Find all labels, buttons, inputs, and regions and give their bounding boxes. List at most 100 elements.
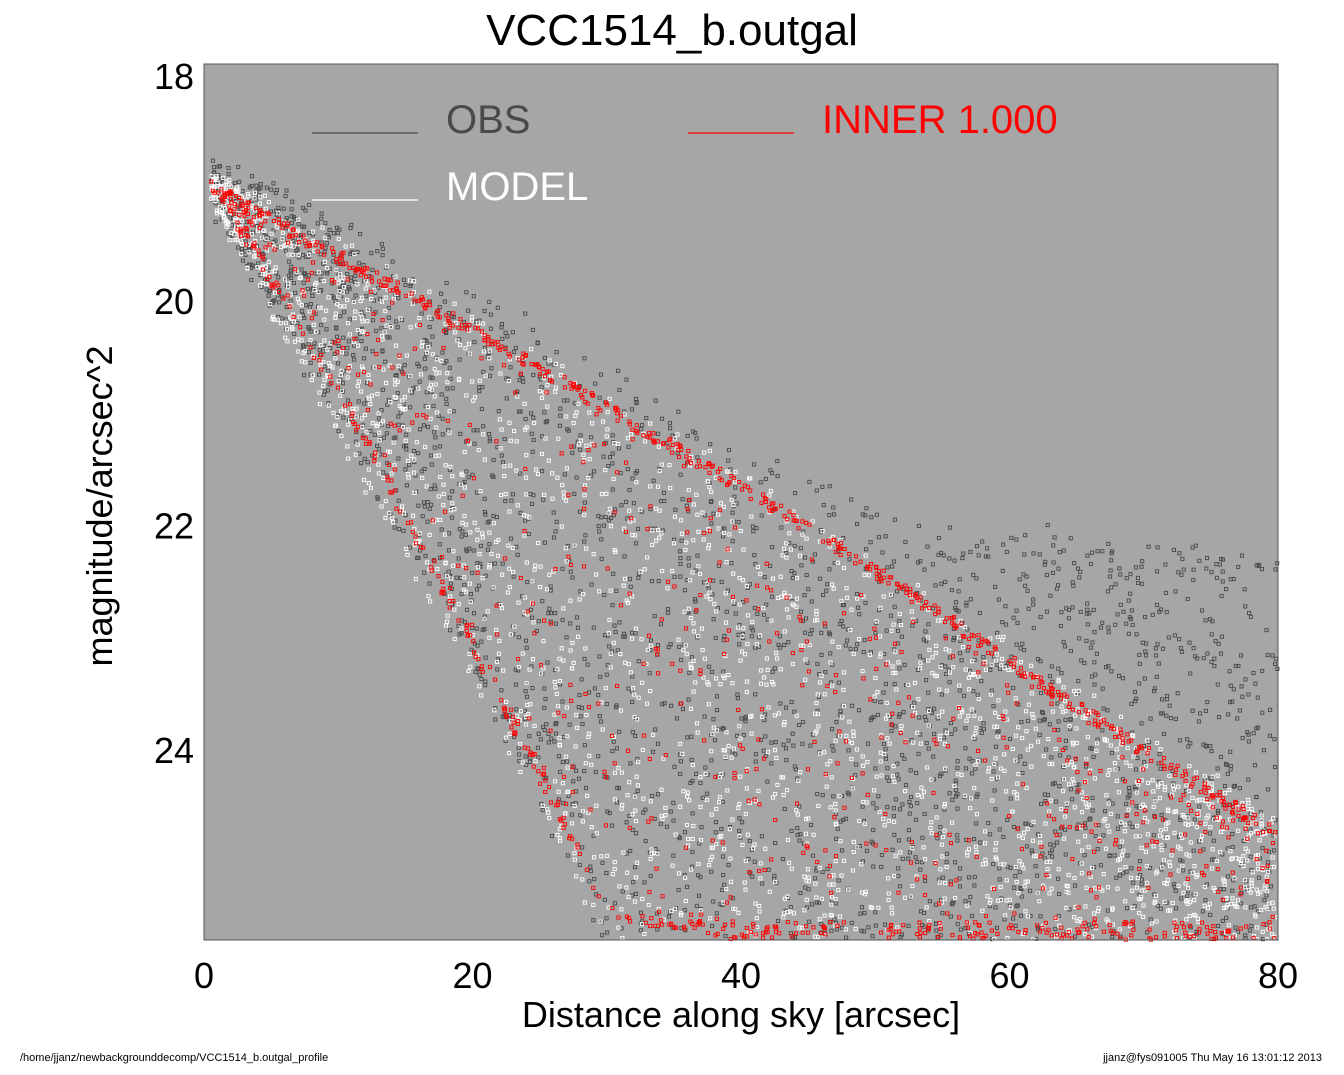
data-point: [654, 538, 659, 543]
data-point: [1141, 914, 1146, 919]
data-point: [1195, 916, 1200, 921]
data-point: [473, 669, 478, 674]
data-point: [1242, 885, 1247, 890]
data-point: [797, 925, 802, 930]
data-point: [1038, 614, 1043, 619]
data-point: [390, 365, 395, 370]
data-point: [753, 562, 758, 567]
data-point: [408, 325, 413, 330]
data-point: [627, 591, 632, 596]
data-point: [578, 447, 583, 452]
data-point: [638, 921, 643, 926]
data-point: [377, 296, 382, 301]
data-point: [767, 639, 772, 644]
data-point: [325, 266, 330, 271]
data-point: [532, 723, 537, 728]
data-point: [878, 654, 883, 659]
data-point: [797, 804, 802, 809]
data-point: [718, 501, 723, 506]
data-point: [427, 386, 432, 391]
data-point: [660, 702, 665, 707]
data-point: [1170, 900, 1175, 906]
data-point: [752, 859, 757, 864]
data-point: [539, 385, 544, 390]
data-point: [913, 817, 918, 822]
data-point: [257, 283, 263, 288]
data-point: [693, 599, 698, 604]
data-point: [606, 510, 611, 515]
data-point: [1076, 710, 1081, 715]
data-point: [612, 770, 618, 775]
data-point: [1246, 692, 1251, 697]
data-point: [613, 549, 618, 554]
data-point: [853, 773, 858, 778]
data-point: [527, 734, 532, 739]
data-point: [1188, 840, 1193, 845]
data-point: [580, 809, 586, 814]
data-point: [332, 340, 337, 345]
data-point: [817, 866, 822, 871]
data-point: [1128, 572, 1133, 577]
data-point: [507, 509, 512, 514]
data-point: [1024, 785, 1029, 791]
data-point: [318, 305, 323, 310]
data-point: [545, 404, 550, 409]
data-point: [679, 911, 684, 916]
data-point: [627, 825, 632, 830]
data-point: [1103, 846, 1109, 851]
data-point: [709, 489, 714, 494]
data-point: [1101, 833, 1106, 838]
data-point: [963, 926, 968, 931]
data-point: [737, 642, 742, 647]
data-point: [939, 550, 944, 555]
data-point: [1070, 777, 1075, 782]
data-point: [341, 368, 346, 373]
data-point: [580, 845, 585, 850]
data-point: [1259, 907, 1264, 913]
data-point: [447, 599, 452, 604]
data-point: [858, 911, 863, 916]
data-point: [392, 394, 397, 400]
data-point: [1014, 537, 1019, 542]
data-point: [854, 845, 859, 850]
data-point: [1025, 914, 1030, 919]
data-point: [795, 832, 800, 837]
data-point: [578, 714, 583, 719]
data-point: [655, 484, 661, 489]
data-point: [355, 384, 360, 389]
data-point: [1249, 883, 1255, 889]
data-point: [257, 252, 262, 258]
data-point: [302, 271, 308, 276]
data-point: [957, 714, 962, 719]
data-point: [802, 630, 808, 635]
data-point: [565, 734, 570, 739]
data-point: [1141, 903, 1146, 908]
data-point: [1188, 671, 1193, 676]
data-point: [403, 438, 408, 443]
data-point: [719, 833, 724, 838]
data-point: [758, 571, 763, 577]
data-point: [439, 358, 444, 363]
data-point: [966, 713, 971, 718]
data-point: [752, 842, 757, 847]
data-point: [502, 437, 507, 442]
data-point: [1109, 750, 1114, 756]
data-point: [835, 761, 840, 766]
data-point: [517, 752, 522, 757]
data-point: [1228, 683, 1233, 688]
data-point: [1017, 834, 1022, 839]
data-point: [704, 594, 709, 599]
data-point: [417, 315, 422, 320]
data-point: [1262, 898, 1267, 903]
data-point: [640, 680, 645, 685]
data-point: [720, 854, 726, 859]
data-point: [970, 771, 975, 776]
data-point: [1106, 630, 1111, 635]
data-point: [817, 680, 823, 685]
data-point: [264, 185, 269, 190]
data-point: [587, 410, 592, 415]
data-point: [284, 188, 289, 193]
data-point: [1118, 820, 1124, 825]
data-point: [604, 870, 609, 876]
data-point: [703, 765, 708, 770]
